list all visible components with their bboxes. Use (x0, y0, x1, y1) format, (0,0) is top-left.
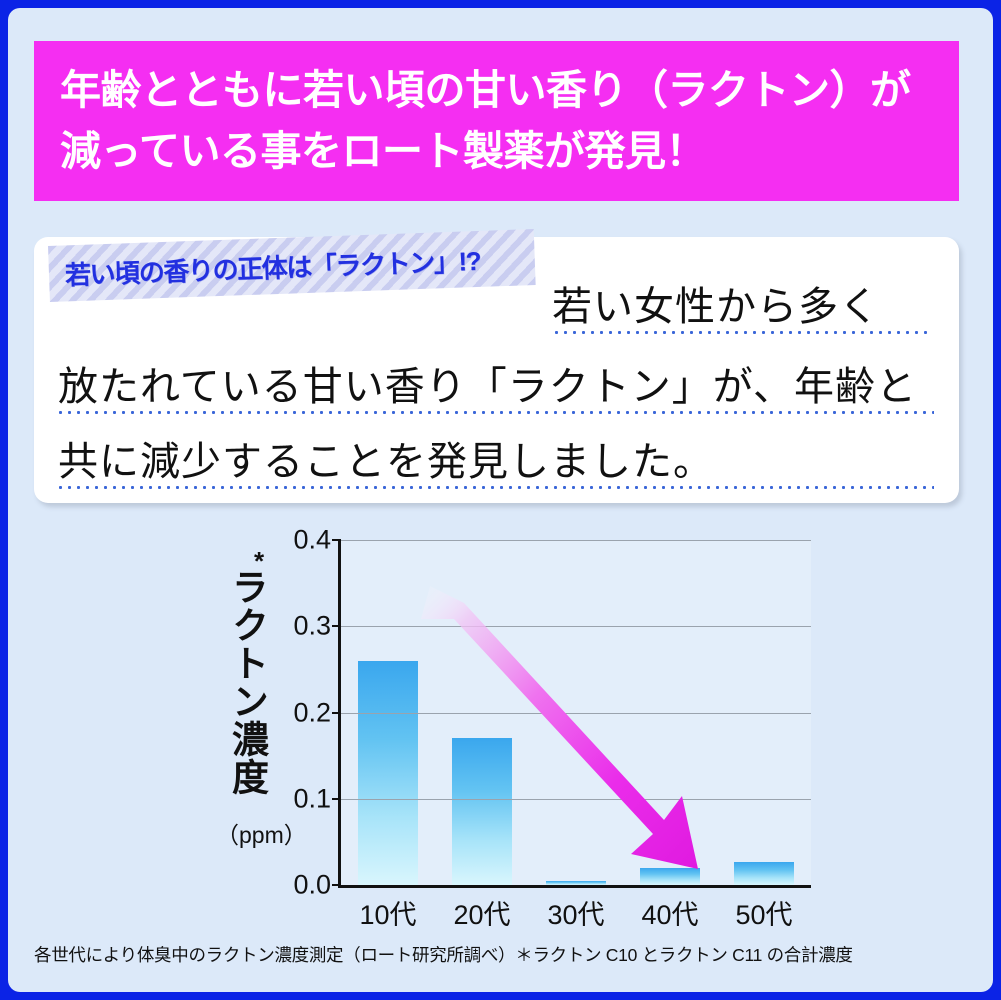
y-axis-tick-label: 0.2 (293, 697, 331, 727)
chart-bar (358, 660, 418, 885)
x-axis-tick-label: 20代 (453, 900, 511, 930)
y-axis-tick-label: 0.4 (293, 524, 331, 555)
card-underline-3 (56, 486, 934, 489)
ribbon-label-text: 若い頃の香りの正体は「ラクトン」!? (64, 245, 481, 290)
ribbon-label: 若い頃の香りの正体は「ラクトン」!? (48, 229, 536, 302)
chart-bar-group: 10代 (341, 540, 435, 930)
y-axis-tick (332, 711, 341, 714)
explanation-card: 若い頃の香りの正体は「ラクトン」!? 若い女性から多く 放たれている甘い香り「ラ… (34, 229, 959, 503)
headline-line-2: 減っている事をロート製薬が発見！ (60, 128, 706, 174)
card-underline-1 (552, 331, 930, 334)
chart-bars: 10代 20代 30代 40代 50代 (341, 540, 811, 930)
chart-gridline (341, 798, 811, 800)
chart-gridline (341, 712, 811, 714)
y-axis-footnote-marker: * (254, 546, 265, 576)
chart-bar-group: 30代 (529, 540, 623, 930)
y-axis-tick (332, 625, 341, 628)
card-body-line-3: 共に減少することを発見しました。 (58, 440, 714, 484)
x-axis-tick-label: 10代 (359, 900, 417, 930)
y-axis-unit: （ppm） (216, 822, 307, 848)
card-body-line-2: 放たれている甘い香り「ラクトン」が、年齢と (58, 365, 917, 409)
poster-canvas: 年齢とともに若い頃の甘い香り（ラクトン）が 減っている事をロート製薬が発見！ 若… (8, 8, 993, 992)
chart-bar-group: 50代 (717, 540, 811, 930)
chart-bar (452, 738, 512, 885)
y-axis-tick (332, 539, 341, 541)
y-axis-tick (332, 797, 341, 800)
chart-bar (640, 867, 700, 885)
chart-bar-group: 40代 (623, 540, 717, 930)
chart-gridline (341, 540, 811, 541)
y-axis-tick-label: 0.0 (293, 869, 331, 900)
headline-line-1: 年齢とともに若い頃の甘い香り（ラクトン）が (60, 67, 911, 114)
chart-bar (546, 880, 606, 885)
y-axis-title: ラクトン濃度 （ppm） (216, 554, 307, 850)
chart-gridline (341, 626, 811, 628)
y-axis-tick-label: 0.3 (293, 610, 331, 641)
lactone-bar-chart: ラクトン濃度 （ppm） * 10代 20代 30代 40代 50代 0.0 0.1 0.2… (208, 524, 828, 934)
x-axis-tick-label: 40代 (641, 900, 699, 930)
x-axis-tick-label: 50代 (735, 900, 793, 930)
chart-bar (734, 861, 794, 885)
card-body-line-1: 若い女性から多く (552, 285, 880, 329)
y-axis-tick (332, 884, 341, 886)
x-axis-tick-label: 30代 (547, 900, 605, 930)
y-axis-title-text: ラクトン濃度 (226, 567, 268, 796)
card-underline-2 (56, 411, 934, 414)
y-axis-tick-label: 0.1 (293, 783, 331, 814)
chart-plot-area: 10代 20代 30代 40代 50代 0.0 0.1 0.2 0.3 0.4 (293, 525, 811, 930)
chart-footnote: 各世代により体臭中のラクトン濃度測定（ロート研究所調べ）＊ラクトン C10 とラ… (34, 945, 853, 965)
headline-banner: 年齢とともに若い頃の甘い香り（ラクトン）が 減っている事をロート製薬が発見！ (34, 41, 959, 201)
